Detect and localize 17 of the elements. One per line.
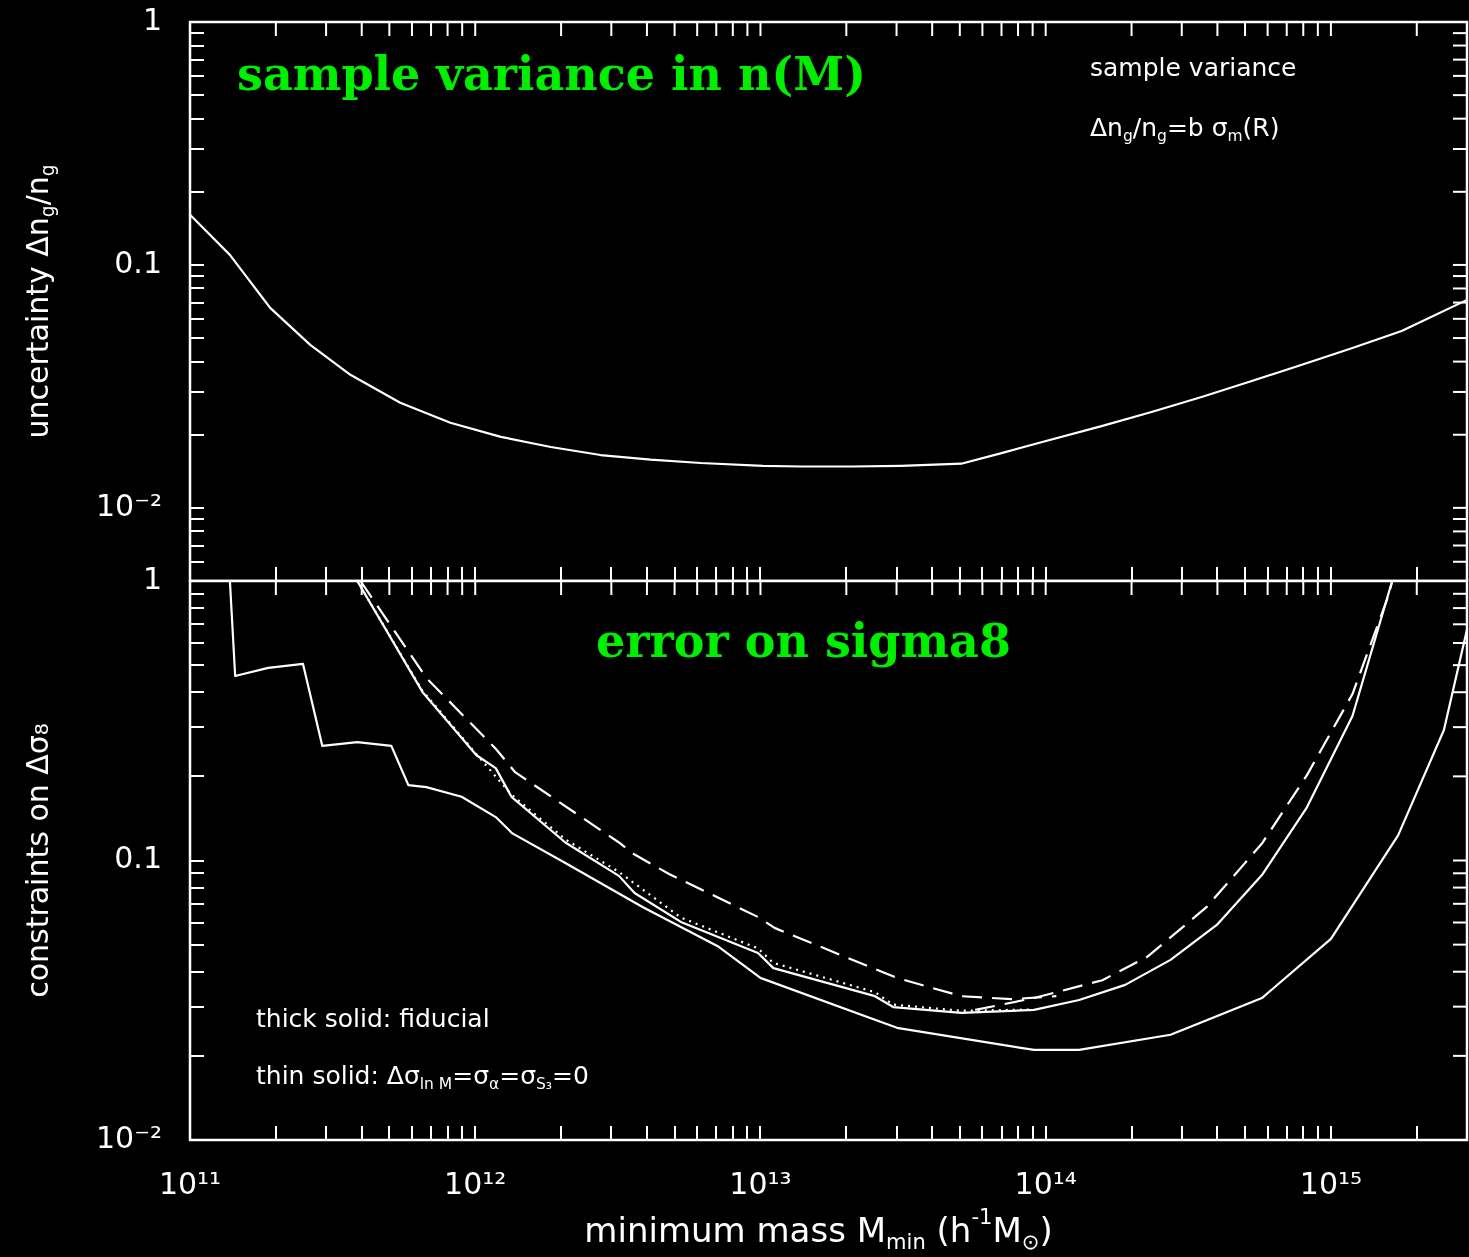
y-tick-label: 10⁻²	[95, 487, 162, 523]
x-tick-label: 10¹²	[444, 1165, 507, 1201]
annotation: thick solid: fiducial	[256, 1003, 490, 1033]
x-tick-label: 10¹⁴	[1014, 1165, 1077, 1201]
y-tick-label: 0.1	[114, 244, 162, 280]
x-tick-label: 10¹⁵	[1299, 1165, 1363, 1201]
y-tick-label: 0.1	[114, 840, 162, 876]
y-axis-title: uncertainty Δng/ng	[19, 164, 58, 439]
text: error on sigma8	[596, 613, 1011, 668]
text: sample variance in n(M)	[237, 46, 866, 101]
x-tick-label: 10¹³	[729, 1165, 792, 1201]
y-axis-title: constraints on Δσ₈	[19, 723, 55, 998]
y-tick-label: 1	[142, 1, 162, 37]
annotation: sample variance	[1090, 52, 1297, 82]
y-tick-label: 10⁻²	[95, 1119, 162, 1155]
x-tick-label: 10¹¹	[158, 1165, 222, 1201]
y-tick-label: 1	[142, 560, 162, 596]
